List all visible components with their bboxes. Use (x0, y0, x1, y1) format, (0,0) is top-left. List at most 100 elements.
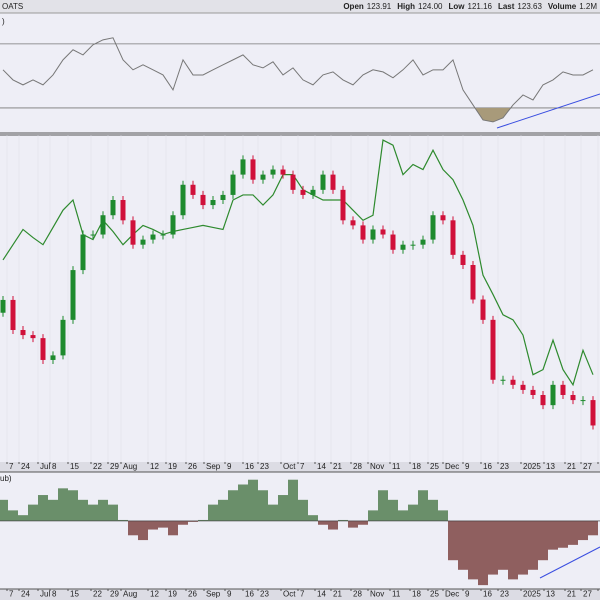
x-tick-label: Nov (370, 590, 384, 599)
candle-body (580, 400, 586, 402)
osc-bar (538, 520, 548, 561)
candle-body (540, 395, 546, 406)
candle-body (530, 389, 536, 395)
osc-bar (478, 520, 488, 586)
osc-bar (508, 520, 518, 580)
osc-bar (498, 520, 508, 570)
x-tick-label: 29 (110, 462, 119, 471)
x-tick-label: 24 (21, 590, 30, 599)
candle-body (160, 234, 166, 236)
candle-body (90, 234, 96, 236)
osc-bar (248, 479, 258, 521)
x-tick-label: 28 (353, 462, 362, 471)
x-tick-label: 19 (168, 590, 177, 599)
x-tick-label: 23 (260, 590, 269, 599)
x-tick-label: 21 (567, 590, 576, 599)
osc-bar (448, 520, 458, 561)
header-label: High (397, 2, 415, 11)
osc-bar (398, 510, 408, 521)
osc-bar (528, 520, 538, 570)
candle-body (440, 215, 446, 221)
x-tick-label: 27 (583, 462, 592, 471)
candle-body (220, 194, 226, 200)
candle-body (200, 194, 206, 206)
x-tick-label: 22 (93, 590, 102, 599)
osc-bar (388, 499, 398, 521)
x-tick-label: 9 (227, 590, 232, 599)
x-tick-label: Oct (283, 462, 296, 471)
candle-body (230, 174, 236, 195)
x-tick-label: 9 (465, 590, 470, 599)
osc-bar (338, 519, 348, 521)
osc-bar (308, 515, 318, 521)
osc-bar (458, 520, 468, 570)
osc-bar (438, 510, 448, 521)
candle-body (330, 174, 336, 190)
candle-body (320, 174, 326, 190)
x-tick-label: 8 (52, 462, 57, 471)
x-tick-label: 16 (483, 590, 492, 599)
candle-body (40, 338, 46, 360)
symbol: OATS (2, 2, 23, 11)
x-tick-label: Oct (283, 590, 296, 599)
candle-body (270, 169, 276, 175)
osc-bar (148, 520, 158, 530)
candle-body (550, 384, 556, 406)
candle-body (410, 244, 416, 246)
x-tick-label: 7 (9, 462, 14, 471)
trend-line (539, 546, 600, 579)
osc-bar (28, 504, 38, 521)
osc-bar (0, 499, 8, 521)
osc-bar (378, 490, 388, 521)
x-tick-label: 15 (70, 462, 79, 471)
osc-bar (108, 504, 118, 521)
osc-bar (278, 495, 288, 521)
osc-bar (408, 504, 418, 521)
candle-body (210, 200, 216, 206)
x-tick-label: 23 (500, 590, 509, 599)
osc-bar (138, 520, 148, 541)
osc-bar (38, 495, 48, 521)
panel-label: ) (2, 17, 5, 26)
x-tick-label: 28 (353, 590, 362, 599)
candle-body (590, 400, 596, 426)
osc-bar (318, 520, 328, 525)
candle-body (190, 184, 196, 195)
candle-body (260, 174, 266, 180)
osc-bar (88, 504, 98, 521)
x-tick-label: Dec (445, 590, 459, 599)
candle-body (30, 335, 36, 339)
x-tick-label: 18 (412, 462, 421, 471)
x-tick-label: 12 (150, 462, 159, 471)
osc-bar (98, 499, 108, 521)
osc-bar (8, 510, 18, 521)
osc-bar (548, 520, 558, 550)
osc-bar (358, 520, 368, 525)
candle-body (480, 299, 486, 320)
osc-bar (328, 520, 338, 530)
osc-bar (288, 479, 298, 521)
x-tick-label: 14 (317, 590, 326, 599)
x-tick-label: Nov (370, 462, 384, 471)
osc-bar (68, 490, 78, 521)
candle-body (450, 220, 456, 255)
candle-body (10, 299, 16, 330)
candle-body (130, 220, 136, 245)
candle-body (300, 189, 306, 195)
candle-body (180, 184, 186, 216)
osc-bar (218, 499, 228, 521)
candle-body (100, 215, 106, 235)
candle-body (170, 215, 176, 235)
candle-body (420, 239, 426, 245)
x-tick-label: 2025 (523, 590, 541, 599)
osc-bar (198, 519, 208, 521)
candle-body (60, 319, 66, 356)
x-axis-bar (0, 589, 600, 600)
candle-body (250, 159, 256, 180)
candle-body (360, 225, 366, 240)
candle-body (500, 379, 506, 381)
osc-bar (568, 520, 578, 545)
candle-body (120, 200, 126, 221)
x-tick-label: 23 (500, 462, 509, 471)
x-tick-label: 11 (392, 590, 401, 599)
